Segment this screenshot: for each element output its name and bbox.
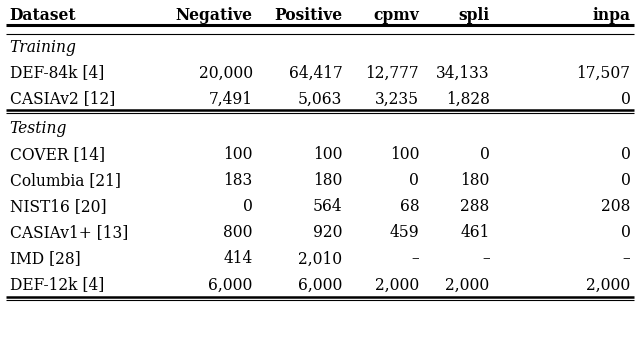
Text: 459: 459 xyxy=(390,224,419,241)
Text: –: – xyxy=(412,250,419,267)
Text: Columbia [21]: Columbia [21] xyxy=(10,172,120,189)
Text: 180: 180 xyxy=(460,172,490,189)
Text: 208: 208 xyxy=(601,198,630,215)
Text: CASIAv2 [12]: CASIAv2 [12] xyxy=(10,90,115,108)
Text: –: – xyxy=(482,250,490,267)
Text: DEF-84k [4]: DEF-84k [4] xyxy=(10,65,104,81)
Text: 12,777: 12,777 xyxy=(365,65,419,81)
Text: 0: 0 xyxy=(621,224,630,241)
Text: 100: 100 xyxy=(390,146,419,164)
Text: 2,010: 2,010 xyxy=(298,250,342,267)
Text: 2,000: 2,000 xyxy=(375,276,419,293)
Text: 1,828: 1,828 xyxy=(445,90,490,108)
Text: COVER [14]: COVER [14] xyxy=(10,146,105,164)
Text: spli: spli xyxy=(458,7,490,23)
Text: 288: 288 xyxy=(460,198,490,215)
Text: DEF-12k [4]: DEF-12k [4] xyxy=(10,276,104,293)
Text: Dataset: Dataset xyxy=(10,7,76,23)
Text: 68: 68 xyxy=(399,198,419,215)
Text: 183: 183 xyxy=(223,172,253,189)
Text: 2,000: 2,000 xyxy=(445,276,490,293)
Text: cpmv: cpmv xyxy=(374,7,419,23)
Text: NIST16 [20]: NIST16 [20] xyxy=(10,198,106,215)
Text: inpa: inpa xyxy=(592,7,630,23)
Text: Positive: Positive xyxy=(275,7,342,23)
Text: 20,000: 20,000 xyxy=(198,65,253,81)
Text: IMD [28]: IMD [28] xyxy=(10,250,81,267)
Text: 100: 100 xyxy=(313,146,342,164)
Text: 3,235: 3,235 xyxy=(375,90,419,108)
Text: 7,491: 7,491 xyxy=(209,90,253,108)
Text: 64,417: 64,417 xyxy=(289,65,342,81)
Text: Training: Training xyxy=(10,39,76,56)
Text: 180: 180 xyxy=(313,172,342,189)
Text: 0: 0 xyxy=(243,198,253,215)
Text: 34,133: 34,133 xyxy=(436,65,490,81)
Text: 0: 0 xyxy=(410,172,419,189)
Text: 17,507: 17,507 xyxy=(577,65,630,81)
Text: 0: 0 xyxy=(621,90,630,108)
Text: 2,000: 2,000 xyxy=(586,276,630,293)
Text: 564: 564 xyxy=(313,198,342,215)
Text: 461: 461 xyxy=(460,224,490,241)
Text: 5,063: 5,063 xyxy=(298,90,342,108)
Text: 6,000: 6,000 xyxy=(209,276,253,293)
Text: Testing: Testing xyxy=(10,120,67,137)
Text: CASIAv1+ [13]: CASIAv1+ [13] xyxy=(10,224,128,241)
Text: 100: 100 xyxy=(223,146,253,164)
Text: Negative: Negative xyxy=(176,7,253,23)
Text: 0: 0 xyxy=(621,146,630,164)
Text: –: – xyxy=(623,250,630,267)
Text: 800: 800 xyxy=(223,224,253,241)
Text: 414: 414 xyxy=(223,250,253,267)
Text: 920: 920 xyxy=(313,224,342,241)
Text: 0: 0 xyxy=(480,146,490,164)
Text: 0: 0 xyxy=(621,172,630,189)
Text: 6,000: 6,000 xyxy=(298,276,342,293)
